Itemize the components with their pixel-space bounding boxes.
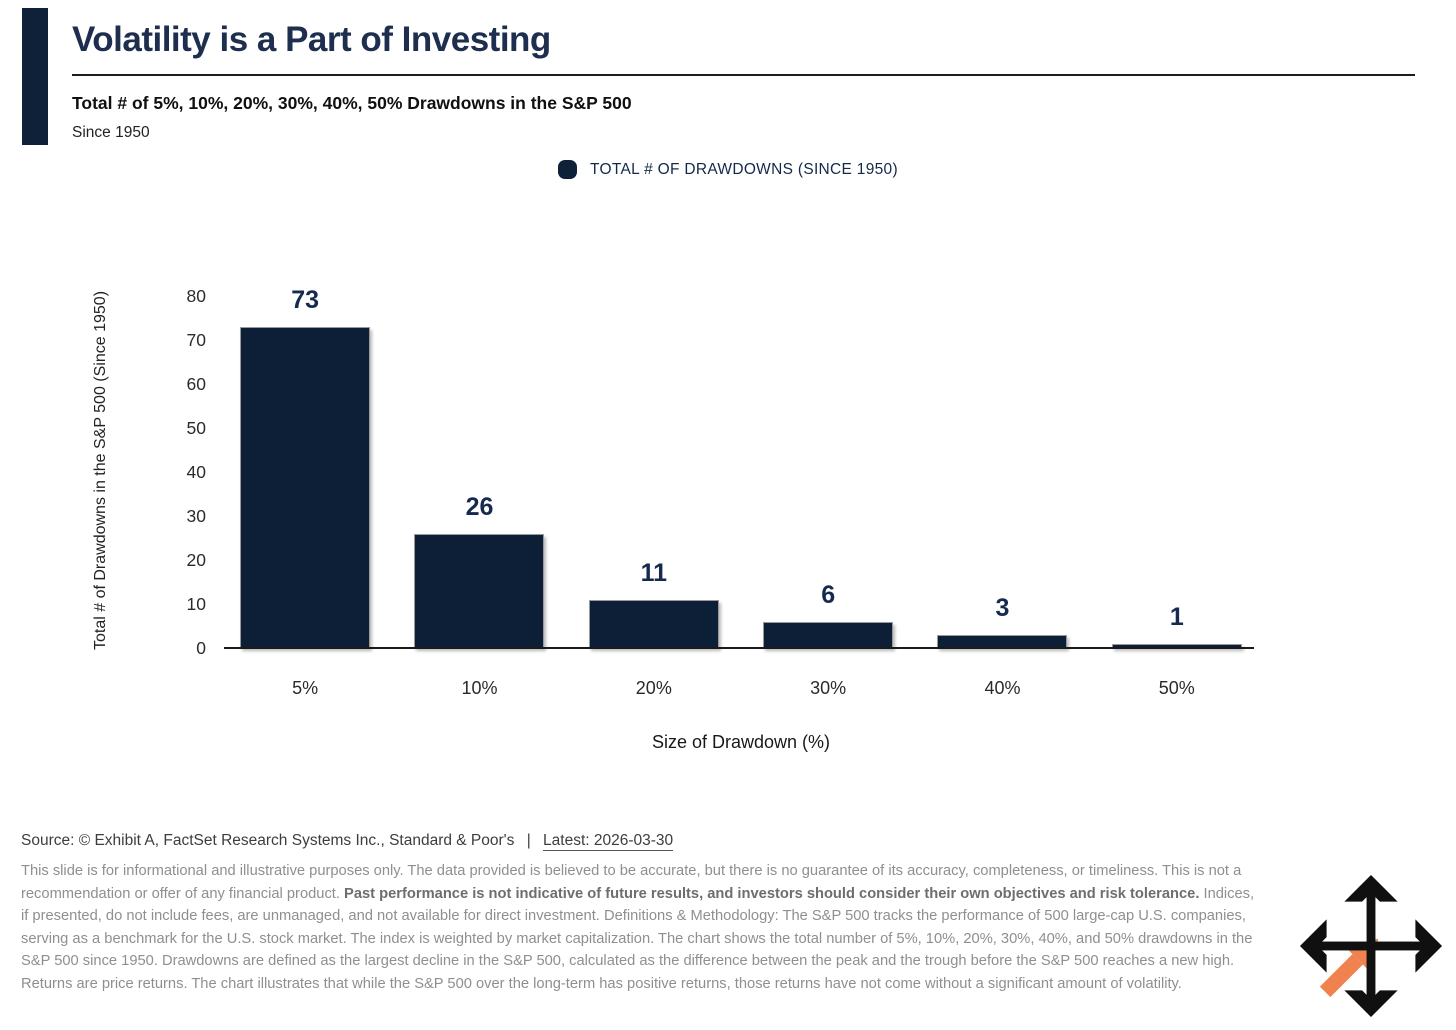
disclaimer-text: Indices, if presented, do not include fe… <box>21 885 1255 992</box>
bar-group: 3 40% <box>915 296 1089 698</box>
x-axis-tick-label: 20% <box>635 678 672 698</box>
y-axis-tick-label: 30 <box>186 506 206 526</box>
disclaimer-text-block: This slide is for informational and illu… <box>21 860 1259 996</box>
bar-chart-plot-area: 73 5% 26 10% 11 20% 6 30% 3 40% 1 50% <box>218 286 1264 698</box>
bar-value-label: 1 <box>1169 602 1184 631</box>
bar-value-label: 26 <box>465 492 494 521</box>
chart-period-label: Since 1950 <box>72 124 150 141</box>
bar[interactable] <box>763 621 894 648</box>
y-axis-tick-label: 60 <box>186 374 206 394</box>
x-axis-tick-label: 30% <box>810 678 847 698</box>
bar-value-label: 3 <box>995 593 1010 622</box>
y-axis-tick-label: 0 <box>196 638 206 658</box>
y-axis-ticks: 0 10 20 30 40 50 60 70 80 <box>148 286 206 658</box>
bar-group: 1 50% <box>1090 296 1264 698</box>
four-direction-arrows-icon <box>1299 874 1443 1018</box>
title-accent-bar <box>22 8 48 145</box>
bar[interactable] <box>414 533 545 648</box>
bar-group: 73 5% <box>218 286 392 698</box>
x-axis-tick-label: 40% <box>984 678 1021 698</box>
y-axis-title: Total # of Drawdowns in the S&P 500 (Sin… <box>92 290 109 650</box>
chart-legend: TOTAL # OF DRAWDOWNS (SINCE 1950) <box>0 160 1456 179</box>
title-divider <box>72 74 1415 76</box>
disclaimer-text: This slide is for informational and illu… <box>21 863 1242 902</box>
x-axis-tick-label: 10% <box>461 678 498 698</box>
x-axis-line <box>224 647 1254 649</box>
source-separator: | <box>526 832 531 849</box>
source-line: Source: © Exhibit A, FactSet Research Sy… <box>21 832 674 851</box>
legend-swatch-icon <box>558 160 578 179</box>
latest-date-link[interactable]: Latest: 2026-03-30 <box>543 832 674 851</box>
bar-value-label: 6 <box>821 580 836 609</box>
y-axis-tick-label: 40 <box>186 462 206 482</box>
bar-group: 11 20% <box>567 296 741 698</box>
x-axis-title: Size of Drawdown (%) <box>651 732 831 752</box>
source-text: Source: © Exhibit A, FactSet Research Sy… <box>21 832 515 849</box>
page-title: Volatility is a Part of Investing <box>72 20 551 59</box>
bar[interactable] <box>240 326 371 648</box>
bar-group: 26 10% <box>392 296 566 698</box>
move-arrows-logo <box>1299 874 1443 1018</box>
y-axis-tick-label: 10 <box>186 594 206 614</box>
legend-label: TOTAL # OF DRAWDOWNS (SINCE 1950) <box>590 160 898 178</box>
y-axis-tick-label: 50 <box>186 418 206 438</box>
disclaimer-bold-text: Past performance is not indicative of fu… <box>344 885 1200 902</box>
bar-group: 6 30% <box>741 296 915 698</box>
chart-subtitle: Total # of 5%, 10%, 20%, 30%, 40%, 50% D… <box>72 93 632 113</box>
bar-value-label: 11 <box>640 558 668 587</box>
y-axis-tick-label: 80 <box>186 286 206 306</box>
bar[interactable] <box>588 599 719 648</box>
bars-container: 73 5% 26 10% 11 20% 6 30% 3 40% 1 50% <box>218 286 1264 698</box>
x-axis-tick-label: 5% <box>292 678 319 698</box>
y-axis-tick-label: 70 <box>186 330 206 350</box>
x-axis-tick-label: 50% <box>1158 678 1195 698</box>
y-axis-tick-label: 20 <box>186 550 206 570</box>
bar-value-label: 73 <box>291 285 320 314</box>
